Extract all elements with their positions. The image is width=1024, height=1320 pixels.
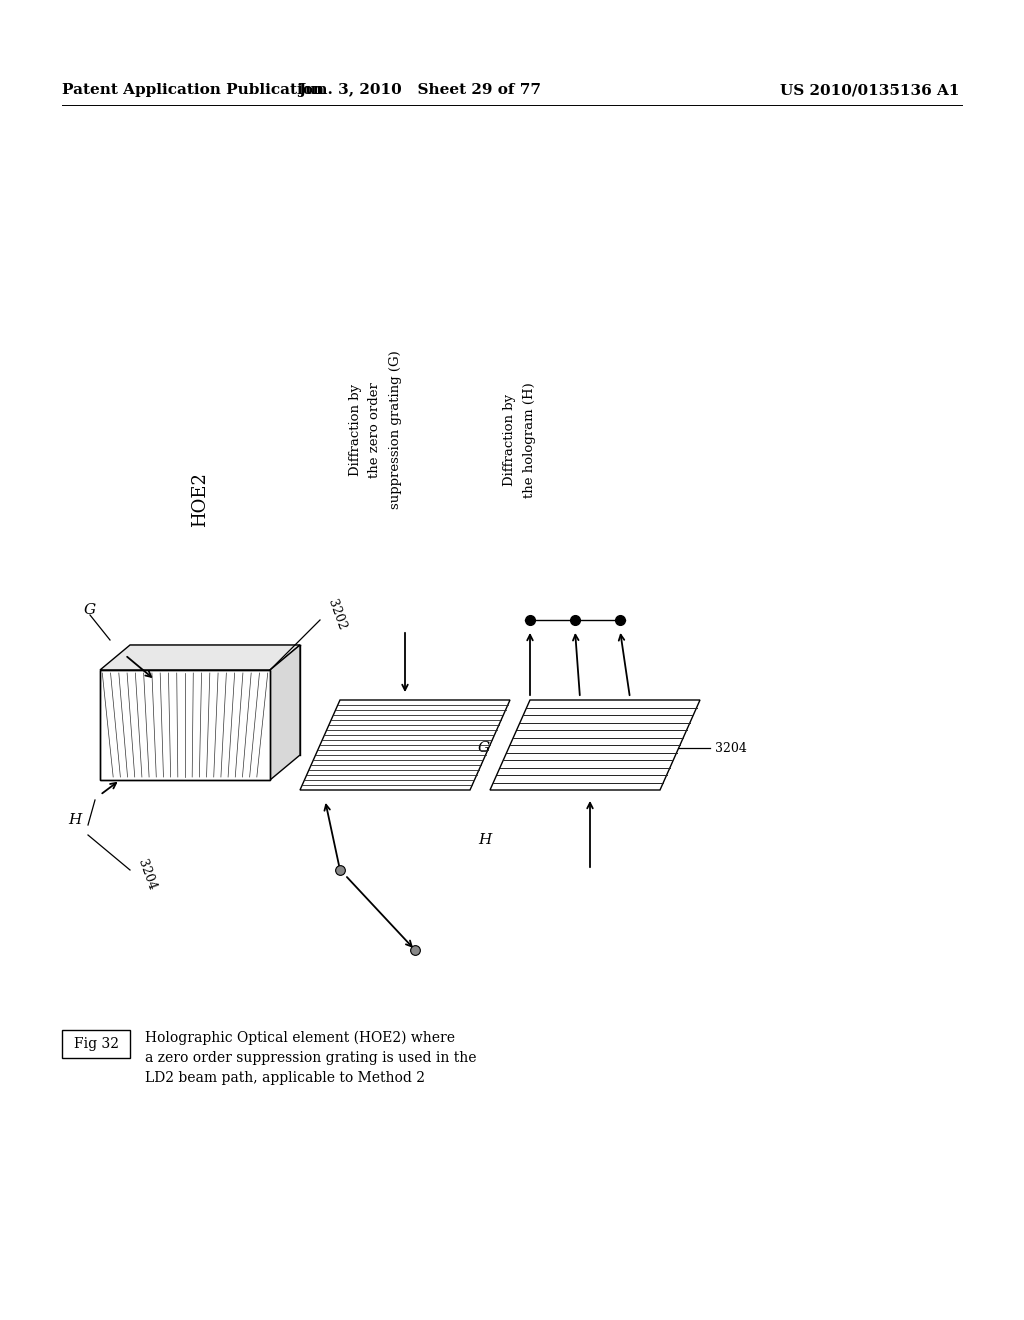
Text: 3204: 3204 (135, 858, 158, 892)
Text: 3204: 3204 (715, 742, 746, 755)
Text: Jun. 3, 2010   Sheet 29 of 77: Jun. 3, 2010 Sheet 29 of 77 (299, 83, 542, 96)
Text: US 2010/0135136 A1: US 2010/0135136 A1 (780, 83, 961, 96)
Text: G: G (84, 603, 96, 616)
Text: LD2 beam path, applicable to Method 2: LD2 beam path, applicable to Method 2 (145, 1071, 425, 1085)
Polygon shape (300, 700, 510, 789)
Text: Diffraction by: Diffraction by (348, 384, 361, 477)
Text: H: H (69, 813, 82, 828)
Polygon shape (490, 700, 700, 789)
Polygon shape (100, 645, 300, 671)
Text: the zero order: the zero order (369, 381, 382, 478)
Text: Patent Application Publication: Patent Application Publication (62, 83, 324, 96)
Text: Holographic Optical element (HOE2) where: Holographic Optical element (HOE2) where (145, 1031, 455, 1045)
Polygon shape (270, 645, 300, 780)
Text: G: G (478, 741, 490, 755)
Text: 3202: 3202 (325, 598, 348, 632)
Text: Fig 32: Fig 32 (74, 1038, 119, 1051)
FancyBboxPatch shape (62, 1030, 130, 1059)
Polygon shape (100, 671, 270, 780)
Text: Diffraction by: Diffraction by (504, 393, 516, 486)
Text: suppression grating (G): suppression grating (G) (388, 351, 401, 510)
Text: H: H (478, 833, 492, 847)
Text: the hologram (H): the hologram (H) (523, 381, 537, 498)
Text: a zero order suppression grating is used in the: a zero order suppression grating is used… (145, 1051, 476, 1065)
Text: HOE2: HOE2 (191, 473, 209, 528)
